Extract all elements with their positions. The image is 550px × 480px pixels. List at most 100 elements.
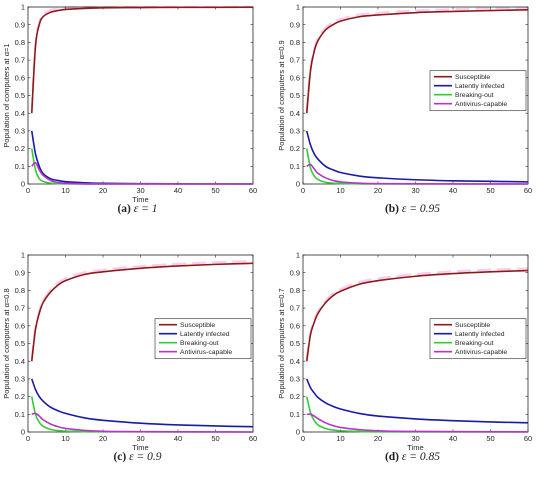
chart-a-xtick-label: 30 (136, 186, 144, 195)
caption-b: (b) ε = 0.95 (275, 203, 550, 215)
chart-c-xtick-label: 60 (249, 434, 257, 443)
chart-d-ytick-label: 0.9 (290, 268, 300, 277)
chart-a-xtick-label: 10 (61, 186, 69, 195)
chart-a-ytick-label: 0.9 (15, 20, 25, 29)
chart-d-xtick-label: 40 (449, 434, 457, 443)
chart-d-legend-label: Antivirus-capable (455, 349, 507, 356)
chart-a-ytick-label: 0.1 (15, 162, 25, 171)
chart-b-ytick-label: 0.6 (290, 73, 300, 82)
chart-c-ytick-label: 0.2 (15, 392, 25, 401)
chart-c-ytick-label: 0.6 (15, 321, 25, 330)
chart-c-ytick-label: 0.7 (15, 304, 25, 313)
caption-a-expr: ε = 1 (134, 203, 158, 215)
chart-d-legend-label: Breaking-out (455, 340, 494, 347)
chart-d-ytick-label: 0.6 (290, 321, 300, 330)
chart-b-ytick-label: 1 (296, 3, 300, 12)
caption-c-tag: (c) (113, 451, 126, 463)
chart-b-ytick-label: 0.3 (290, 127, 300, 136)
chart-c-ytick-label: 1 (21, 251, 25, 260)
chart-d-xtick-label: 60 (524, 434, 532, 443)
chart-c-ylabel: Population of computers at α=0.8 (2, 288, 11, 398)
chart-c-xtick-label: 0 (26, 434, 30, 443)
chart-d-xtick-label: 30 (411, 434, 419, 443)
chart-panel-d: 0 10 20 30 40 50 60 0 0.1 0.2 0.3 0.4 0.5 0.6 0.7 0.8 0.… (275, 243, 550, 480)
chart-c-xtick-label: 30 (136, 434, 144, 443)
chart-a-xtick-label: 50 (211, 186, 219, 195)
chart-d-ytick-label: 0.8 (290, 286, 300, 295)
chart-b-ytick-label: 0.2 (290, 144, 300, 153)
caption-a: (a) ε = 1 (0, 203, 275, 215)
chart-b-legend-label: Antivirus-capable (455, 101, 507, 108)
chart-b-ylabel: Population of computers at α=0.9 (277, 40, 286, 150)
chart-a-ytick-label: 0.7 (15, 56, 25, 65)
caption-a-tag: (a) (117, 203, 130, 215)
chart-c-xtick-label: 40 (174, 434, 182, 443)
caption-b-tag: (b) (385, 203, 399, 215)
chart-a-ytick-label: 0.4 (15, 109, 25, 118)
caption-d: (d) ε = 0.85 (275, 451, 550, 463)
chart-c-ytick-label: 0 (21, 428, 25, 437)
chart-c-xtick-label: 10 (61, 434, 69, 443)
caption-c-expr: ε = 0.9 (129, 451, 161, 463)
caption-b-expr: ε = 0.95 (402, 203, 440, 215)
chart-d-ytick-label: 0.2 (290, 392, 300, 401)
chart-d-ytick-label: 0.4 (290, 357, 300, 366)
chart-d-xtick-label: 10 (336, 434, 344, 443)
chart-b-legend-label: Breaking-out (455, 92, 494, 99)
chart-d-ytick-label: 0.1 (290, 410, 300, 419)
chart-d-xtick-label: 50 (486, 434, 494, 443)
chart-c-ytick-label: 0.8 (15, 286, 25, 295)
chart-c-xtick-label: 50 (211, 434, 219, 443)
chart-d-ytick-label: 0.5 (290, 339, 300, 348)
chart-b-xtick-label: 20 (374, 186, 382, 195)
chart-c-ytick-label: 0.9 (15, 268, 25, 277)
chart-d-xtick-label: 0 (301, 434, 305, 443)
chart-c-ytick-label: 0.1 (15, 410, 25, 419)
chart-a-xtick-label: 60 (249, 186, 257, 195)
chart-a-ytick-label: 0.3 (15, 127, 25, 136)
chart-b-legend: Susceptible Latently infected Breaking-out… (430, 71, 526, 111)
chart-a-plot-area (28, 7, 253, 184)
chart-a-ylabel: Population of computers at α=1 (2, 43, 11, 147)
chart-a-ytick-label: 1 (21, 3, 25, 12)
chart-c-legend-label: Antivirus-capable (180, 349, 232, 356)
chart-c-ytick-label: 0.4 (15, 357, 25, 366)
chart-a-ytick-label: 0.8 (15, 38, 25, 47)
chart-a-xtick-label: 40 (174, 186, 182, 195)
chart-b-xtick-label: 0 (301, 186, 305, 195)
chart-b-ytick-label: 0.7 (290, 56, 300, 65)
chart-b-xtick-label: 60 (524, 186, 532, 195)
chart-c-legend-label: Breaking-out (180, 340, 219, 347)
chart-a-ytick-label: 0.6 (15, 73, 25, 82)
chart-b-ytick-label: 0.9 (290, 20, 300, 29)
chart-b-legend-label: Susceptible (455, 74, 490, 81)
chart-b-ytick-label: 0.4 (290, 109, 300, 118)
caption-c: (c) ε = 0.9 (0, 451, 275, 463)
chart-b-xtick-label: 10 (336, 186, 344, 195)
caption-d-tag: (d) (385, 451, 399, 463)
chart-c-legend-label: Susceptible (180, 322, 215, 329)
chart-d-ytick-label: 1 (296, 251, 300, 260)
chart-c-ytick-label: 0.3 (15, 375, 25, 384)
chart-d-ytick-label: 0.7 (290, 304, 300, 313)
chart-b-ytick-label: 0.8 (290, 38, 300, 47)
chart-b-ytick-label: 0.5 (290, 91, 300, 100)
chart-d-ytick-label: 0 (296, 428, 300, 437)
chart-d-plot: 0 10 20 30 40 50 60 0 0.1 0.2 0.3 0.4 0.5 0.6 0.7 0.8 0.… (275, 243, 550, 443)
chart-b-legend-label: Latently infected (455, 83, 505, 90)
chart-b-ytick-label: 0 (296, 180, 300, 189)
chart-d-legend-label: Latently infected (455, 331, 505, 338)
chart-d-ylabel: Population of computers at α=0.7 (277, 288, 286, 398)
chart-d-ytick-label: 0.3 (290, 375, 300, 384)
chart-b-xtick-label: 50 (486, 186, 494, 195)
caption-d-expr: ε = 0.85 (402, 451, 440, 463)
chart-b-xtick-label: 30 (411, 186, 419, 195)
chart-d-xtick-label: 20 (374, 434, 382, 443)
